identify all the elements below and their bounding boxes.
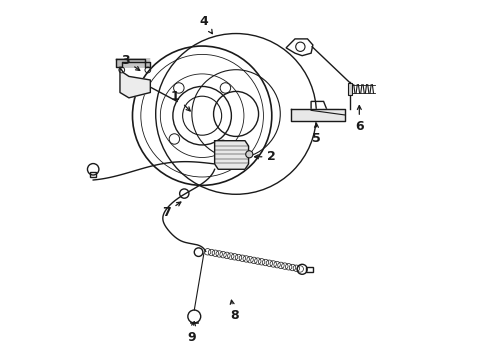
Polygon shape: [117, 59, 150, 67]
Text: 8: 8: [230, 300, 239, 322]
Bar: [90, 172, 96, 177]
Text: 1: 1: [171, 90, 190, 111]
Bar: [306, 267, 313, 272]
Text: 6: 6: [355, 105, 364, 133]
Text: 4: 4: [199, 14, 212, 33]
Bar: [348, 83, 352, 95]
Text: 2: 2: [254, 150, 276, 163]
Text: 9: 9: [187, 321, 196, 344]
Polygon shape: [120, 67, 150, 98]
Text: 3: 3: [121, 54, 140, 71]
Circle shape: [245, 151, 253, 158]
Text: 5: 5: [312, 123, 321, 145]
Polygon shape: [215, 141, 248, 169]
Polygon shape: [292, 109, 345, 121]
Text: 7: 7: [162, 202, 181, 219]
